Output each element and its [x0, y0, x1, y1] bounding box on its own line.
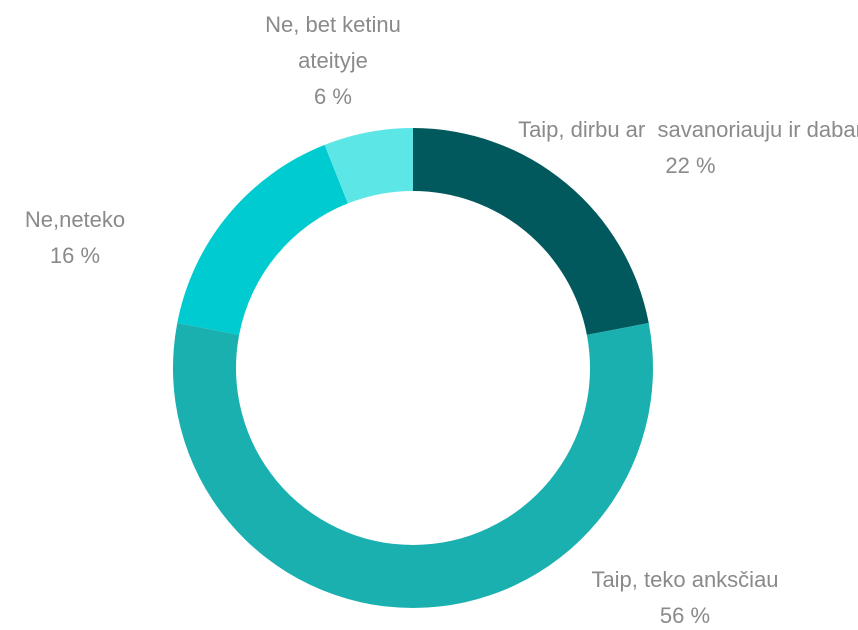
donut-segment: [173, 323, 654, 608]
category-label: Taip, dirbu ar savanoriauju ir dabar: [518, 117, 858, 142]
donut-segment: [413, 128, 649, 335]
category-label: Ne, bet ketinu ateityje: [265, 12, 407, 73]
category-label: Taip, teko anksčiau: [591, 567, 779, 592]
donut-segment: [324, 128, 413, 204]
category-label: Ne,neteko: [24, 207, 126, 232]
data-label: Ne,neteko 16 %: [0, 202, 175, 274]
value-label: 56 %: [659, 603, 711, 628]
data-label: Taip, teko anksčiau 56 %: [560, 562, 810, 630]
donut-segment: [177, 144, 348, 335]
value-label: 16 %: [49, 243, 101, 268]
value-label: 6 %: [314, 84, 352, 109]
value-label: 22 %: [665, 153, 716, 178]
data-label: Ne, bet ketinu ateityje 6 %: [233, 7, 433, 115]
data-label: Taip, dirbu ar savanoriauju ir dabar 22 %: [518, 112, 858, 184]
